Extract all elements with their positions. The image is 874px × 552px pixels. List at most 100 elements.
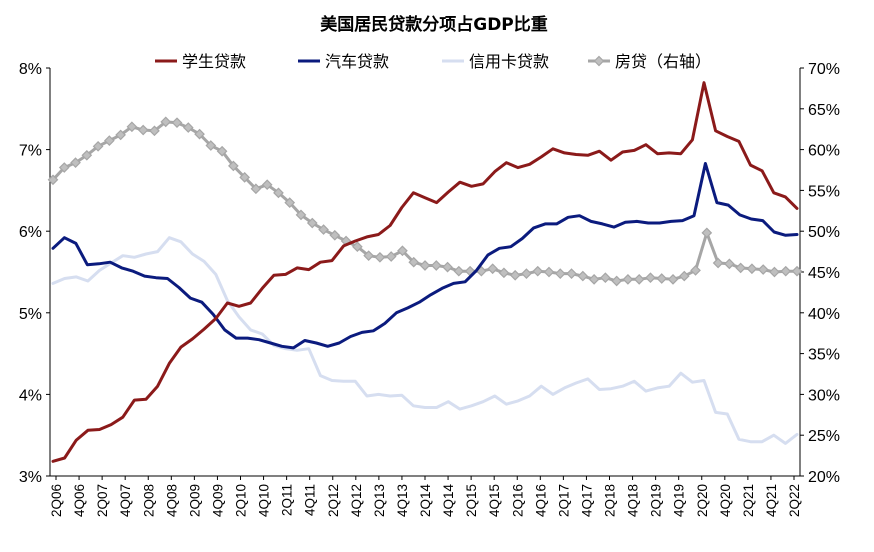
x-tick-label: 2Q14 xyxy=(418,484,433,518)
series-point xyxy=(554,268,566,279)
right-tick-label: 20% xyxy=(808,469,840,486)
series-point xyxy=(149,125,160,137)
series-point xyxy=(182,122,194,133)
x-tick-label: 2Q13 xyxy=(372,484,387,517)
left-tick-label: 8% xyxy=(19,61,42,78)
series-point xyxy=(566,268,577,279)
series-point xyxy=(47,174,59,186)
series-point xyxy=(385,251,397,262)
series-line-3 xyxy=(51,120,799,283)
series-point xyxy=(453,265,465,277)
series-point xyxy=(577,270,589,282)
series-point xyxy=(769,266,780,278)
x-tick-label: 4Q09 xyxy=(210,484,225,517)
x-tick-label: 4Q17 xyxy=(579,484,594,517)
series-point xyxy=(724,258,735,270)
left-tick-label: 6% xyxy=(19,224,42,241)
legend-label: 房贷（右轴） xyxy=(615,52,711,71)
series-point xyxy=(284,197,296,208)
series-point xyxy=(374,251,386,263)
series-point xyxy=(430,260,442,271)
series-point xyxy=(442,261,453,273)
series-point xyxy=(104,135,115,146)
series-point xyxy=(543,266,555,278)
x-tick-label: 4Q08 xyxy=(164,484,179,517)
series-point xyxy=(611,275,622,287)
x-tick-label: 4Q06 xyxy=(72,484,87,517)
x-tick-label: 2Q15 xyxy=(464,484,479,517)
series-point xyxy=(678,270,690,282)
series-point xyxy=(92,140,104,152)
series-point xyxy=(600,272,611,284)
series-point xyxy=(712,257,724,269)
plot-area xyxy=(47,81,803,463)
series-point xyxy=(216,145,228,157)
chart-title: 美国居民贷款分项占GDP比重 xyxy=(320,14,548,35)
series-point xyxy=(115,129,126,141)
x-tick-label: 2Q09 xyxy=(187,484,202,517)
series-point xyxy=(498,267,510,279)
right-tick-label: 55% xyxy=(808,183,840,200)
x-tick-label: 4Q11 xyxy=(303,484,318,516)
series-point xyxy=(363,250,374,262)
left-tick-label: 7% xyxy=(19,143,42,160)
series-point xyxy=(656,273,668,284)
x-tick-label: 4Q15 xyxy=(487,484,502,517)
x-tick-label: 2Q07 xyxy=(95,484,110,517)
series-point xyxy=(261,179,273,191)
x-tick-label: 4Q20 xyxy=(718,484,733,517)
series-point xyxy=(622,273,634,285)
x-tick-label: 4Q14 xyxy=(441,484,456,518)
series-point xyxy=(633,273,645,285)
series-point xyxy=(757,264,769,275)
series-point xyxy=(194,128,205,140)
series-point xyxy=(701,227,713,239)
legend-marker xyxy=(593,55,605,67)
right-tick-label: 35% xyxy=(808,347,840,364)
series-point xyxy=(397,245,408,257)
series-point xyxy=(171,117,183,129)
legend: 学生贷款 汽车贷款 信用卡贷款 房贷（右轴） xyxy=(155,52,711,71)
series-point xyxy=(250,183,262,195)
series-point xyxy=(318,224,329,235)
series-point xyxy=(735,262,746,274)
series-point xyxy=(295,209,307,221)
series-point xyxy=(645,272,656,284)
x-tick-label: 2Q12 xyxy=(326,484,341,517)
series-point xyxy=(408,256,420,268)
x-tick-label: 4Q18 xyxy=(626,484,641,517)
series-point xyxy=(509,269,521,281)
x-tick-label: 4Q10 xyxy=(257,484,272,517)
legend-label: 汽车贷款 xyxy=(325,52,389,71)
right-tick-label: 40% xyxy=(808,306,840,323)
series-point xyxy=(588,273,600,285)
x-tick-label: 2Q11 xyxy=(280,484,295,516)
series-point xyxy=(306,217,318,229)
series-point xyxy=(239,171,250,183)
x-tick-label: 2Q18 xyxy=(603,484,618,517)
series-point xyxy=(532,265,544,277)
x-tick-label: 4Q13 xyxy=(395,484,410,517)
left-tick-label: 5% xyxy=(19,306,42,323)
series-line-0 xyxy=(51,81,799,463)
legend-label: 信用卡贷款 xyxy=(469,52,549,71)
series-point xyxy=(746,263,758,275)
legend-label: 学生贷款 xyxy=(182,52,246,71)
series-point xyxy=(273,187,284,199)
series-point xyxy=(81,149,93,161)
series-point xyxy=(137,124,149,136)
x-tick-label: 2Q22 xyxy=(787,484,802,517)
series-point xyxy=(160,116,172,128)
series-line-2 xyxy=(51,236,799,445)
series-point xyxy=(70,157,81,169)
series-point xyxy=(690,265,701,276)
series-point xyxy=(667,273,679,285)
x-tick-label: 4Q12 xyxy=(349,484,364,517)
right-tick-label: 50% xyxy=(808,224,840,241)
x-tick-label: 2Q08 xyxy=(141,484,156,517)
series-point xyxy=(780,265,792,277)
series-line-1 xyxy=(51,162,799,350)
right-tick-label: 25% xyxy=(808,428,840,445)
series-point xyxy=(521,268,532,279)
